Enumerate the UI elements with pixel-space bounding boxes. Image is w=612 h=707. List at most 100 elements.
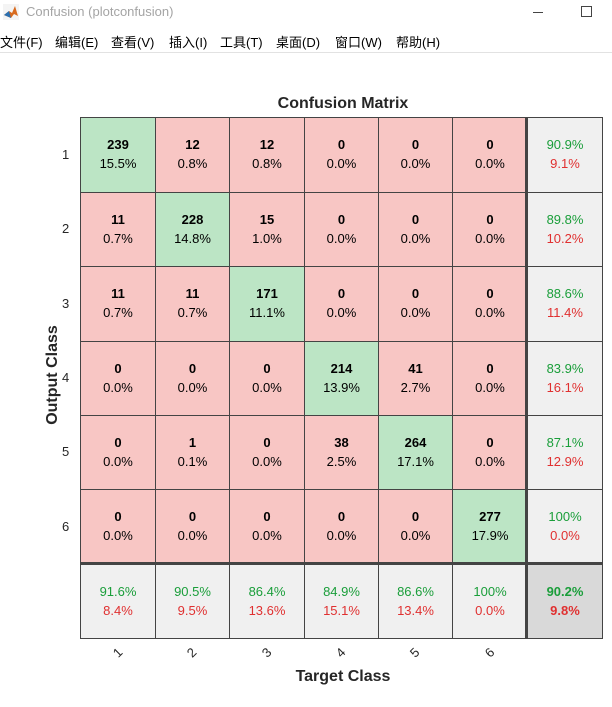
matlab-logo-icon — [3, 4, 19, 20]
cell-count: 0 — [411, 286, 420, 301]
cell-count: 0 — [337, 286, 346, 301]
row-correct-rate: 100% — [548, 509, 582, 524]
menu-window[interactable]: 窗口(W) — [335, 35, 382, 50]
y-tick-label: 3 — [62, 295, 70, 311]
cell-count: 0 — [114, 509, 122, 524]
matrix-cell: 0 0.0% — [80, 415, 156, 490]
menu-tools[interactable]: 工具(T) — [220, 35, 263, 50]
matrix-cell: 239 15.5% — [80, 117, 156, 193]
matrix-cell: 0 0.0% — [304, 192, 379, 267]
cell-count: 0 — [486, 137, 494, 152]
menu-bar: 文件(F) 编辑(E) 查看(V) 插入(I) 工具(T) 桌面(D) 窗口(W… — [0, 29, 612, 51]
window-titlebar: Confusion (plotconfusion) — [0, 0, 612, 24]
cell-percent: 0.0% — [177, 380, 208, 395]
row-correct-rate: 83.9% — [546, 361, 584, 376]
matrix-cell: 0 0.0% — [229, 415, 305, 490]
y-tick-label: 4 — [62, 370, 70, 385]
cell-percent: 0.0% — [475, 231, 505, 246]
column-correct-rate: 86.6% — [397, 584, 434, 599]
cell-count: 0 — [114, 435, 122, 450]
cell-count: 0 — [337, 137, 346, 152]
cell-count: 0 — [114, 361, 122, 376]
y-tick-label: 6 — [62, 518, 70, 534]
cell-count: 0 — [411, 212, 420, 227]
cell-count: 0 — [486, 212, 494, 227]
matrix-cell: 0 0.0% — [229, 341, 305, 416]
cell-count: 214 — [330, 361, 353, 376]
cell-percent: 0.0% — [475, 305, 505, 320]
cell-count: 0 — [188, 361, 197, 376]
cell-percent: 14.8% — [174, 231, 211, 246]
cell-count: 171 — [256, 286, 278, 301]
menu-help[interactable]: 帮助(H) — [396, 35, 441, 50]
cell-count: 41 — [408, 361, 423, 376]
row-error-rate: 11.4% — [547, 305, 583, 320]
x-axis-label: Target Class — [295, 668, 391, 685]
cell-percent: 0.0% — [400, 528, 431, 543]
overall-error: 9.8% — [550, 603, 580, 618]
matrix-cell: 0 0.0% — [304, 266, 379, 342]
column-summary-cell: 84.9% 15.1% — [304, 564, 379, 639]
column-summary-cell: 91.6% 8.4% — [80, 564, 156, 639]
row-summary-cell: 100% 0.0% — [527, 489, 603, 565]
overall-summary-cell: 90.2% 9.8% — [527, 564, 603, 639]
minimize-button[interactable] — [528, 2, 548, 22]
cell-count: 0 — [263, 435, 271, 450]
cell-percent: 0.8% — [177, 156, 208, 171]
matrix-cell: 0 0.0% — [304, 117, 379, 193]
matrix-cell: 0 0.0% — [304, 489, 379, 565]
column-error-rate: 13.4% — [397, 603, 434, 618]
matrix-cell: 15 1.0% — [229, 192, 305, 267]
matrix-cell: 0 0.0% — [452, 117, 528, 193]
menu-file[interactable]: 文件(F) — [0, 35, 43, 50]
matrix-cell: 0 0.0% — [229, 489, 305, 565]
cell-percent: 0.0% — [177, 528, 208, 543]
cell-percent: 0.7% — [103, 305, 133, 320]
row-correct-rate: 89.8% — [546, 212, 584, 227]
cell-percent: 0.0% — [400, 231, 431, 246]
cell-percent: 0.0% — [475, 156, 505, 171]
cell-percent: 2.5% — [326, 454, 357, 469]
row-summary-cell: 83.9% 16.1% — [527, 341, 603, 416]
cell-count: 0 — [263, 509, 271, 524]
matrix-cell: 171 11.1% — [229, 266, 305, 342]
column-error-rate: 8.4% — [103, 603, 133, 618]
row-error-rate: 12.9% — [546, 454, 584, 469]
cell-count: 0 — [411, 509, 420, 524]
menu-desktop[interactable]: 桌面(D) — [276, 35, 321, 50]
cell-percent: 0.0% — [475, 380, 505, 395]
matrix-cell: 41 2.7% — [378, 341, 453, 416]
cell-count: 1 — [188, 435, 197, 450]
row-error-rate: 10.2% — [546, 231, 584, 246]
cell-count: 0 — [486, 286, 494, 301]
maximize-button[interactable] — [576, 2, 596, 22]
matrix-cell: 214 13.9% — [304, 341, 379, 416]
column-summary-cell: 90.5% 9.5% — [155, 564, 230, 639]
matrix-cell: 0 0.0% — [452, 266, 528, 342]
matrix-cell: 11 0.7% — [80, 192, 156, 267]
cell-percent: 0.1% — [177, 454, 208, 469]
column-error-rate: 15.1% — [323, 603, 360, 618]
matrix-cell: 0 0.0% — [378, 117, 453, 193]
column-correct-rate: 90.5% — [174, 584, 211, 599]
menu-view[interactable]: 查看(V) — [111, 35, 155, 50]
cell-count: 11 — [111, 286, 125, 301]
row-summary-cell: 88.6% 11.4% — [527, 266, 603, 342]
matrix-cell: 0 0.0% — [80, 489, 156, 565]
matrix-cell: 12 0.8% — [229, 117, 305, 193]
cell-percent: 0.0% — [252, 528, 282, 543]
cell-count: 277 — [479, 509, 501, 524]
matrix-cell: 0 0.0% — [452, 192, 528, 267]
cell-percent: 0.0% — [252, 380, 282, 395]
cell-percent: 0.8% — [252, 156, 282, 171]
row-correct-rate: 90.9% — [546, 137, 584, 152]
matrix-cell: 12 0.8% — [155, 117, 230, 193]
cell-count: 0 — [263, 361, 271, 376]
cell-percent: 0.0% — [326, 305, 357, 320]
column-correct-rate: 86.4% — [248, 584, 286, 599]
menu-insert[interactable]: 插入(I) — [169, 35, 208, 50]
menu-edit[interactable]: 编辑(E) — [55, 35, 99, 50]
cell-count: 0 — [486, 361, 494, 376]
y-tick-label: 2 — [62, 221, 70, 236]
y-tick-label: 5 — [62, 444, 70, 459]
